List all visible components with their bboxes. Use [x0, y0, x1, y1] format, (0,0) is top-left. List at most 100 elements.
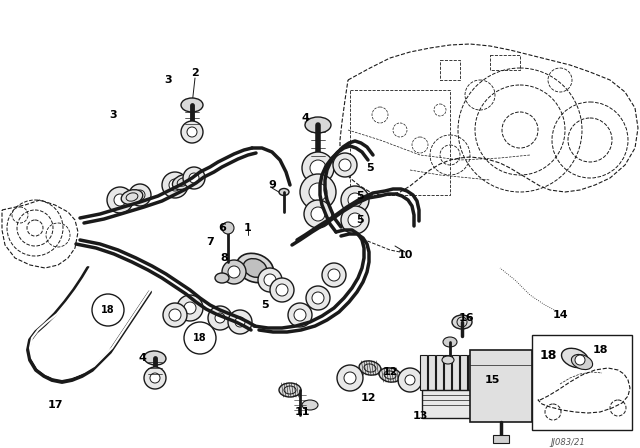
Circle shape — [306, 286, 330, 310]
Text: 18: 18 — [540, 349, 557, 362]
Ellipse shape — [279, 189, 289, 195]
Circle shape — [309, 183, 327, 201]
Text: 5: 5 — [356, 215, 364, 225]
Circle shape — [181, 121, 203, 143]
Text: 4: 4 — [138, 353, 146, 363]
Text: 18: 18 — [592, 345, 608, 355]
Circle shape — [150, 373, 160, 383]
Bar — [428, 355, 435, 390]
Circle shape — [322, 263, 346, 287]
Text: 18: 18 — [193, 333, 207, 343]
Circle shape — [341, 206, 369, 234]
Ellipse shape — [359, 361, 381, 375]
Circle shape — [228, 310, 252, 334]
Ellipse shape — [279, 383, 301, 397]
Text: 11: 11 — [294, 407, 310, 417]
Text: 16: 16 — [458, 313, 474, 323]
Circle shape — [169, 179, 181, 191]
Ellipse shape — [181, 98, 203, 112]
Text: 14: 14 — [552, 310, 568, 320]
Ellipse shape — [561, 348, 589, 368]
Circle shape — [135, 190, 145, 200]
Circle shape — [264, 274, 276, 286]
Ellipse shape — [442, 356, 454, 364]
Bar — [493, 435, 509, 443]
Bar — [420, 355, 427, 390]
Circle shape — [184, 302, 196, 314]
Circle shape — [348, 193, 362, 207]
Ellipse shape — [379, 368, 401, 382]
Circle shape — [183, 167, 205, 189]
Circle shape — [276, 284, 288, 296]
Ellipse shape — [144, 351, 166, 365]
Text: 4: 4 — [301, 113, 309, 123]
Bar — [468, 355, 475, 390]
Circle shape — [163, 303, 187, 327]
Text: 10: 10 — [397, 250, 413, 260]
Bar — [444, 355, 451, 390]
Bar — [422, 390, 474, 418]
Circle shape — [222, 260, 246, 284]
Circle shape — [169, 309, 181, 321]
Circle shape — [184, 322, 216, 354]
Ellipse shape — [572, 354, 593, 370]
Circle shape — [114, 194, 126, 206]
Circle shape — [129, 184, 151, 206]
Text: 12: 12 — [382, 367, 397, 377]
Text: 6: 6 — [218, 223, 226, 233]
Circle shape — [310, 160, 326, 176]
Bar — [452, 355, 459, 390]
Circle shape — [405, 375, 415, 385]
Circle shape — [288, 303, 312, 327]
Circle shape — [177, 295, 203, 321]
Circle shape — [215, 313, 225, 323]
Text: 7: 7 — [206, 237, 214, 247]
Bar — [470, 350, 532, 422]
Circle shape — [348, 213, 362, 227]
Circle shape — [304, 200, 332, 228]
Bar — [436, 355, 443, 390]
Text: 12: 12 — [360, 393, 376, 403]
Ellipse shape — [302, 400, 318, 410]
Circle shape — [107, 187, 133, 213]
Circle shape — [312, 292, 324, 304]
Circle shape — [294, 309, 306, 321]
Text: 9: 9 — [268, 180, 276, 190]
Bar — [532, 335, 632, 430]
Circle shape — [398, 368, 422, 392]
Ellipse shape — [237, 253, 273, 283]
Circle shape — [144, 367, 166, 389]
Text: 2: 2 — [191, 68, 199, 78]
Circle shape — [337, 365, 363, 391]
Ellipse shape — [452, 315, 472, 329]
Circle shape — [575, 355, 585, 365]
Circle shape — [341, 186, 369, 214]
Ellipse shape — [121, 190, 143, 204]
Ellipse shape — [172, 174, 194, 190]
Circle shape — [162, 172, 188, 198]
Circle shape — [300, 174, 336, 210]
Ellipse shape — [305, 117, 331, 133]
Circle shape — [311, 207, 325, 221]
Circle shape — [344, 372, 356, 384]
Circle shape — [189, 173, 199, 183]
Ellipse shape — [443, 337, 457, 347]
Text: 1: 1 — [244, 223, 252, 233]
Text: 3: 3 — [164, 75, 172, 85]
Circle shape — [333, 153, 357, 177]
Text: 18: 18 — [101, 305, 115, 315]
Circle shape — [302, 152, 334, 184]
Circle shape — [228, 266, 240, 278]
Ellipse shape — [243, 258, 267, 277]
Text: 15: 15 — [484, 375, 500, 385]
Circle shape — [339, 159, 351, 171]
Bar — [460, 355, 467, 390]
Circle shape — [235, 317, 245, 327]
Text: JJ083/21: JJ083/21 — [550, 438, 586, 447]
Circle shape — [270, 278, 294, 302]
Text: 5: 5 — [366, 163, 374, 173]
Circle shape — [208, 306, 232, 330]
Text: 13: 13 — [412, 411, 428, 421]
Text: 17: 17 — [47, 400, 63, 410]
Circle shape — [222, 222, 234, 234]
